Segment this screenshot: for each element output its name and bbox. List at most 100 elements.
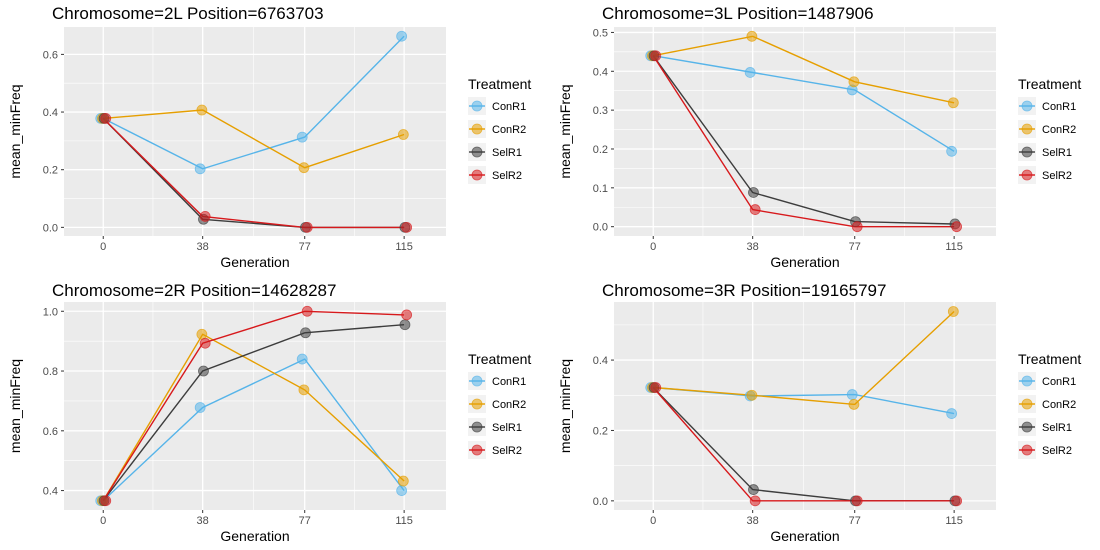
legend-title: Treatment: [1018, 76, 1081, 92]
x-tick-label: 0: [100, 241, 106, 253]
x-tick-label: 115: [395, 241, 413, 253]
legend-key-point: [471, 375, 483, 387]
legend-key-point: [471, 421, 483, 433]
plot-background: [64, 302, 446, 510]
series-line-selr2: [102, 117, 405, 229]
data-point-selr2: [749, 495, 761, 507]
data-point-conr1: [396, 30, 408, 42]
series-line-selr1: [652, 55, 955, 225]
data-point-conr2: [746, 389, 758, 401]
series-line-selr2: [652, 387, 955, 502]
legend: Treatment ConR1 ConR2 SelR1 SelR2: [1018, 76, 1081, 184]
x-axis-title: Generation: [770, 528, 839, 544]
data-point-conr1: [194, 402, 206, 413]
data-point-conr2: [298, 162, 310, 174]
data-point-conr2: [298, 384, 310, 396]
y-tick-label: 0.4: [43, 486, 58, 498]
legend-label-conr2: ConR2: [1042, 399, 1076, 411]
y-tick-label: 0.4: [593, 66, 608, 78]
data-point-selr1: [198, 365, 209, 377]
legend-label-conr2: ConR2: [1042, 124, 1076, 136]
data-point-conr1: [296, 131, 308, 143]
data-point-selr2: [401, 309, 413, 321]
y-tick-label: 1.0: [43, 306, 58, 318]
legend-label-selr1: SelR1: [1042, 147, 1072, 159]
x-tick-label: 0: [650, 241, 656, 253]
chart-panel-1: Chromosome=2L Position=6763703 0.0 0.2 0.4 0…: [7, 4, 531, 270]
y-tick-label: 0.1: [593, 183, 608, 195]
data-point-selr2: [401, 221, 413, 233]
series-line-selr1: [102, 324, 405, 502]
x-tick-label: 38: [197, 515, 209, 527]
legend-key-point: [1021, 146, 1033, 158]
legend-label-selr2: SelR2: [492, 445, 522, 457]
data-point-conr1: [946, 408, 958, 419]
legend-key-point: [1021, 444, 1033, 456]
y-tick-label: 0.2: [43, 165, 58, 177]
legend-key-point: [471, 146, 483, 158]
data-point-conr1: [194, 163, 206, 175]
chart-title: Chromosome=3L Position=1487906: [602, 4, 874, 23]
chart-panel-2: Chromosome=3L Position=1487906 0.0 0.1 0.2 0…: [557, 4, 1081, 270]
chart-title: Chromosome=2L Position=6763703: [52, 4, 324, 23]
legend-label-selr1: SelR1: [492, 147, 522, 159]
data-point-selr2: [851, 221, 863, 233]
x-tick-label: 115: [945, 241, 963, 253]
legend-key-point: [1021, 398, 1033, 410]
x-tick-label: 77: [849, 241, 861, 253]
data-point-conr1: [744, 67, 756, 78]
y-axis-title: mean_minFreq: [7, 359, 23, 453]
series-line-conr1: [102, 358, 405, 502]
x-tick-label: 0: [650, 515, 656, 527]
y-axis-title: mean_minFreq: [557, 359, 573, 453]
y-tick-label: 0.0: [593, 222, 608, 234]
y-tick-label: 0.4: [43, 107, 58, 119]
y-axis-title: mean_minFreq: [557, 84, 573, 178]
legend-label-selr2: SelR2: [1042, 445, 1072, 457]
x-tick-label: 77: [849, 515, 861, 527]
data-point-selr2: [301, 305, 313, 317]
data-point-selr2: [951, 221, 963, 233]
x-axis-title: Generation: [220, 254, 289, 270]
x-tick-label: 77: [299, 515, 311, 527]
data-point-conr2: [848, 76, 860, 88]
plot-background: [614, 27, 996, 236]
data-point-selr1: [748, 187, 759, 198]
chart-panel-4: Chromosome=3R Position=19165797 0.0 0.2 0.4…: [557, 281, 1081, 544]
x-tick-label: 38: [747, 241, 759, 253]
data-point-selr1: [748, 484, 759, 495]
chart-title: Chromosome=3R Position=19165797: [602, 281, 886, 300]
x-tick-label: 77: [299, 241, 311, 253]
legend-title: Treatment: [1018, 351, 1081, 367]
legend-label-conr1: ConR1: [492, 101, 526, 113]
y-tick-label: 0.2: [593, 425, 608, 437]
data-point-selr2: [650, 382, 662, 393]
legend: Treatment ConR1 ConR2 SelR1 SelR2: [468, 76, 531, 184]
legend-key-point: [471, 169, 483, 181]
legend-key-point: [471, 123, 483, 135]
data-point-conr2: [397, 129, 409, 140]
series-line-conr1: [102, 35, 405, 170]
data-point-conr2: [397, 475, 409, 487]
y-tick-label: 0.0: [43, 222, 58, 234]
series-line-conr2: [102, 333, 405, 502]
legend-label-selr2: SelR2: [1042, 170, 1072, 182]
legend-key-point: [1021, 169, 1033, 181]
data-point-selr2: [749, 204, 761, 215]
y-tick-label: 0.5: [593, 27, 608, 39]
legend-label-selr2: SelR2: [492, 170, 522, 182]
x-tick-label: 115: [395, 515, 413, 527]
x-tick-label: 115: [945, 515, 963, 527]
legend-label-conr2: ConR2: [492, 124, 526, 136]
y-tick-label: 0.8: [43, 366, 58, 378]
legend-label-selr1: SelR1: [1042, 422, 1072, 434]
data-point-conr2: [196, 104, 208, 116]
plot-background: [64, 27, 446, 236]
data-point-conr2: [746, 30, 758, 42]
data-point-selr1: [399, 319, 411, 331]
legend-label-conr2: ConR2: [492, 399, 526, 411]
legend-key-point: [471, 398, 483, 410]
legend-key-point: [1021, 123, 1033, 135]
series-line-conr2: [103, 109, 405, 169]
